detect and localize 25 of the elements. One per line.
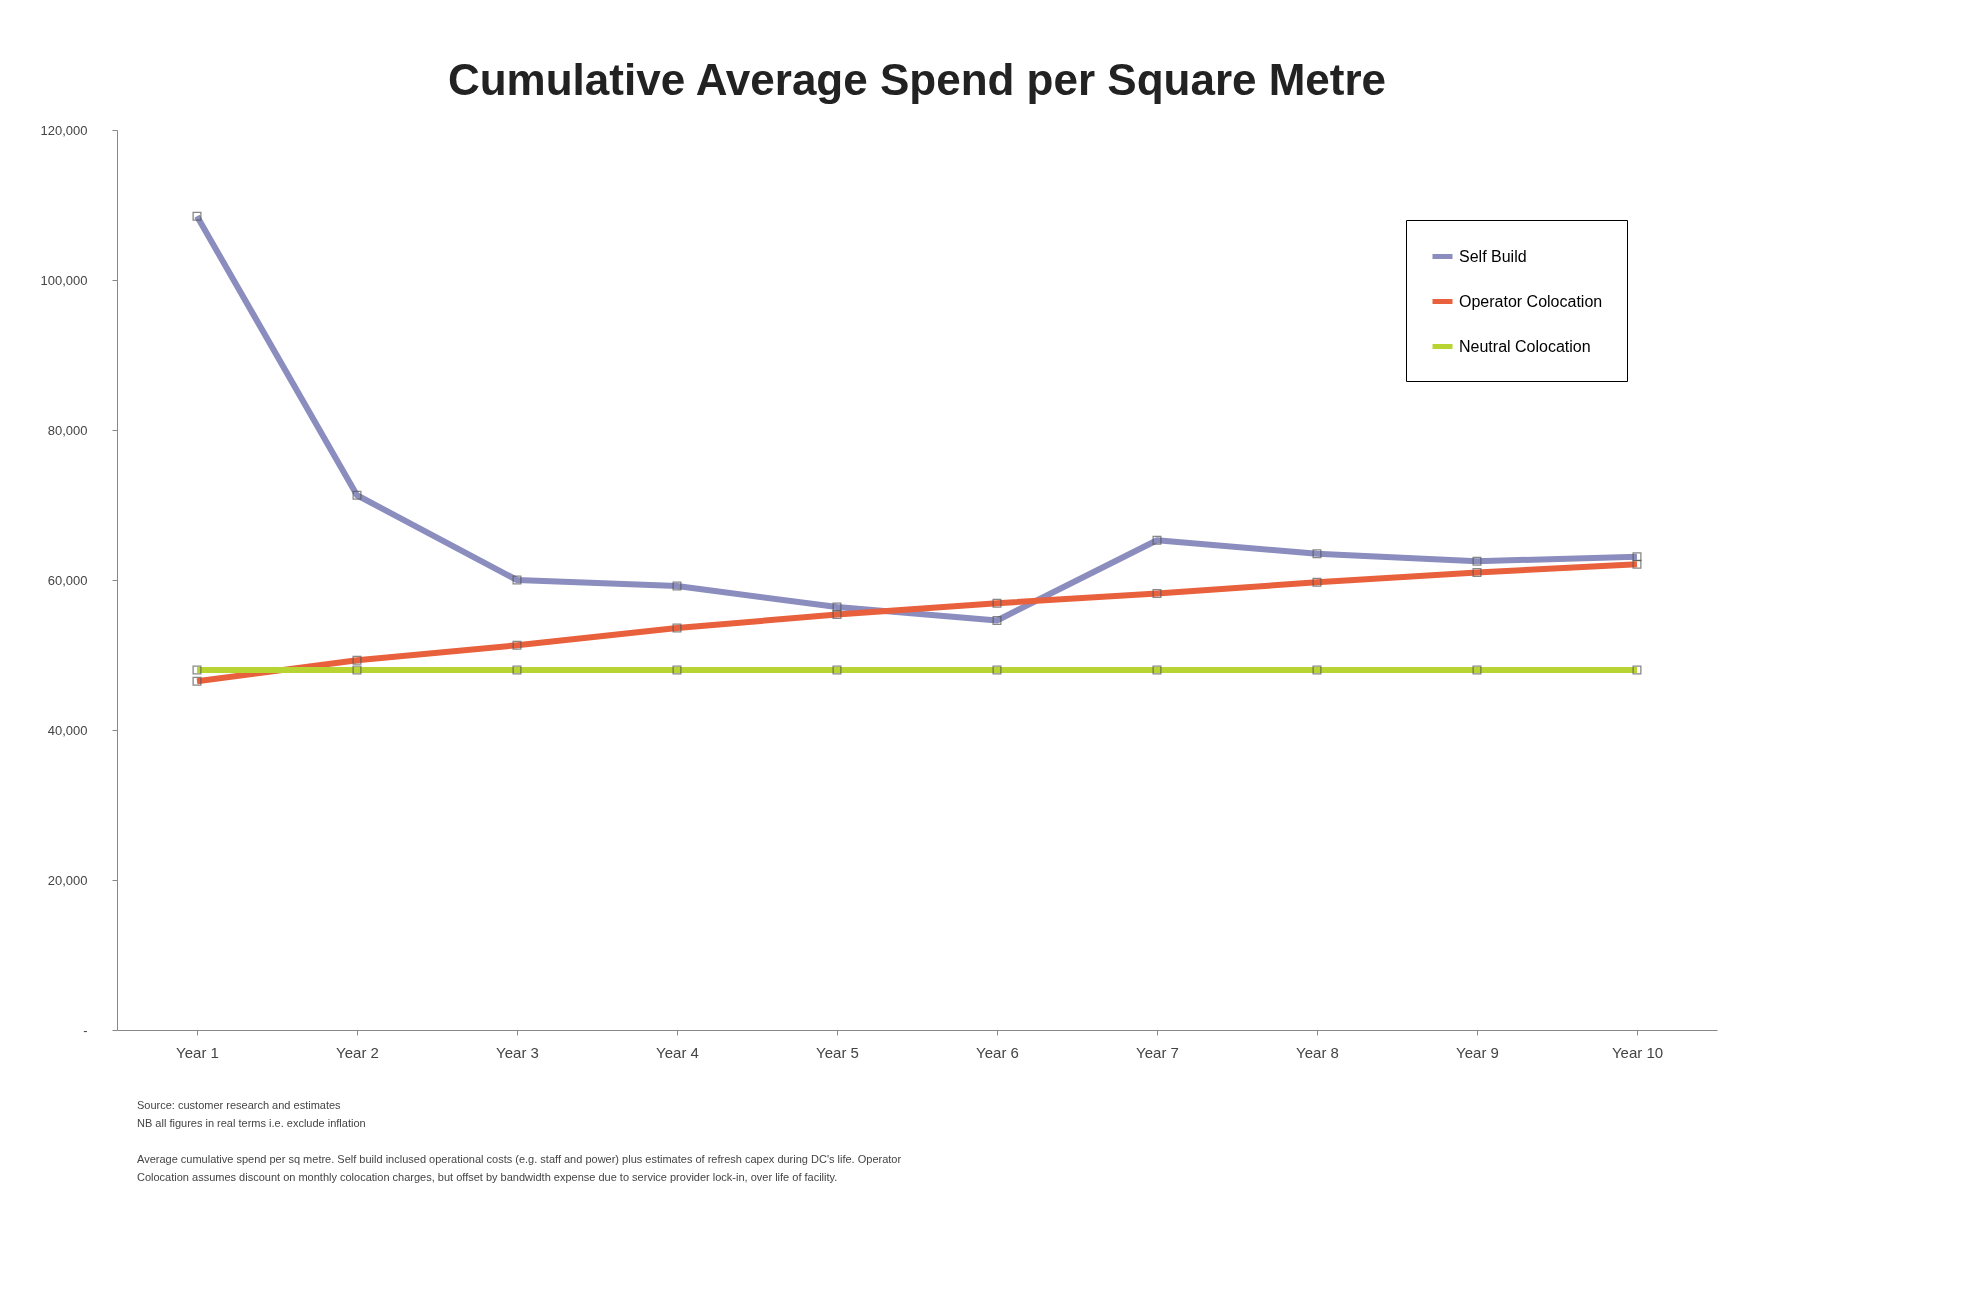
y-tick-label: 80,000 (47, 422, 88, 438)
chart-title: Cumulative Average Spend per Square Metre (447, 55, 1387, 104)
text: Colocation assumes discount on monthly colocation charges, but offset by bandwidth expense due to service provider lock-in, over life of facility. (137, 1171, 838, 1183)
legend-label: Neutral Colocation (1459, 337, 1591, 355)
x-tick-label: Year 8 (1296, 1043, 1339, 1061)
text: NB all figures in real terms i.e. exclude inflation (137, 1117, 366, 1129)
x-tick-label: Year 7 (1136, 1043, 1179, 1061)
legend-label: Self Build (1459, 247, 1527, 265)
legend-label: Operator Colocation (1459, 292, 1603, 310)
y-tick-label: 100,000 (40, 272, 88, 288)
y-tick-label: 40,000 (47, 722, 88, 738)
x-tick-label: Year 6 (976, 1043, 1019, 1061)
text: Average cumulative spend per sq metre. Self build inclused operational costs (e.g. staff and power) plus estimates of refresh capex during DC's life. Operator (137, 1153, 902, 1165)
y-tick-label: 60,000 (47, 572, 88, 588)
x-tick-label: Year 1 (176, 1043, 219, 1061)
x-tick-label: Year 10 (1611, 1043, 1664, 1061)
y-tick-label: 20,000 (47, 872, 88, 888)
x-tick-label: Year 5 (816, 1043, 859, 1061)
x-tick-label: Year 4 (656, 1043, 699, 1061)
y-tick-label: 120,000 (40, 122, 88, 138)
x-tick-label: Year 9 (1456, 1043, 1499, 1061)
x-tick-label: Year 2 (336, 1043, 379, 1061)
y-tick-label: - (83, 1022, 88, 1038)
x-tick-label: Year 3 (496, 1043, 539, 1061)
source-note: Source: customer research and estimates (137, 1099, 342, 1111)
